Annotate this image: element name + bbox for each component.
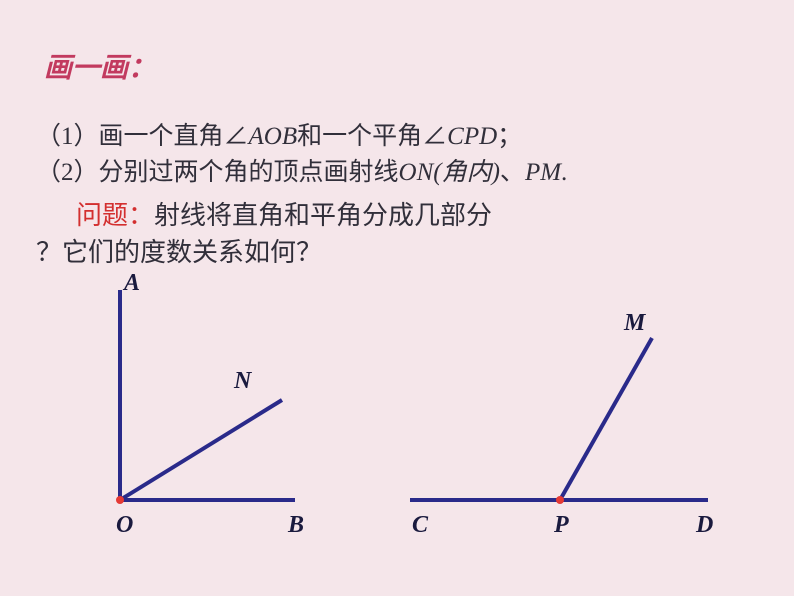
point-o — [116, 496, 124, 504]
ray-on: ON( — [399, 159, 442, 186]
ray-pm: PM — [525, 159, 561, 186]
question-label: 问题： — [76, 201, 154, 230]
diagram-container: A O B N C P D M — [60, 270, 740, 570]
label-b: B — [287, 512, 304, 538]
text-part: . — [561, 159, 567, 186]
ray-on-note: 角内 — [442, 159, 492, 186]
section-header: 画一画： — [44, 46, 156, 86]
question-line-2: ？它们的度数关系如何？ — [36, 232, 322, 269]
angle-cpd: CPD — [447, 123, 497, 150]
label-d: D — [695, 512, 713, 538]
question-line-1: 问题：射线将直角和平角分成几部分 — [76, 195, 492, 232]
label-a: A — [122, 270, 140, 296]
question-text: 射线将直角和平角分成几部分 — [154, 201, 492, 230]
label-n: N — [233, 368, 253, 394]
straight-angle-diagram: C P D M — [410, 310, 713, 538]
geometry-diagram: A O B N C P D M — [60, 270, 740, 570]
label-o: O — [116, 512, 133, 538]
label-m: M — [623, 310, 647, 336]
instruction-line-1: （1）画一个直角∠AOB和一个平角∠CPD； — [36, 116, 522, 152]
angle-aob: AOB — [249, 123, 298, 150]
label-p: P — [553, 512, 569, 538]
text-part: 和一个平角∠ — [297, 123, 447, 150]
ray-on-close: ) — [492, 159, 500, 186]
text-part: （1）画一个直角∠ — [36, 123, 249, 150]
text-part: （2）分别过两个角的顶点画射线 — [36, 159, 399, 186]
point-p — [556, 496, 564, 504]
label-c: C — [412, 512, 429, 538]
text-part: 、 — [500, 159, 525, 186]
text-part: ； — [497, 123, 522, 150]
ray-on-line — [120, 400, 282, 500]
ray-pm-line — [560, 338, 652, 500]
right-angle-diagram: A O B N — [116, 270, 304, 538]
instruction-line-2: （2）分别过两个角的顶点画射线ON(角内)、PM. — [36, 152, 567, 188]
